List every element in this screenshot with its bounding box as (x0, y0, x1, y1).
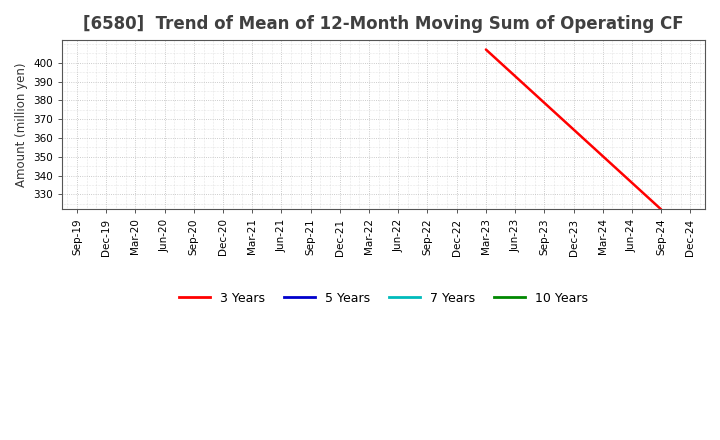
3 Years (648, 199, 657, 204)
Line: 3 Years: 3 Years (486, 50, 661, 209)
Title: [6580]  Trend of Mean of 12-Month Moving Sum of Operating CF: [6580] Trend of Mean of 12-Month Moving … (84, 15, 684, 33)
3 Years (482, 47, 490, 52)
Y-axis label: Amount (million yen): Amount (million yen) (15, 62, 28, 187)
3 Years (642, 193, 651, 198)
3 Years (514, 77, 523, 82)
3 Years (489, 53, 498, 59)
3 Years (492, 56, 501, 62)
3 Years (528, 89, 537, 95)
3 Years (657, 207, 665, 212)
Legend: 3 Years, 5 Years, 7 Years, 10 Years: 3 Years, 5 Years, 7 Years, 10 Years (174, 287, 593, 310)
